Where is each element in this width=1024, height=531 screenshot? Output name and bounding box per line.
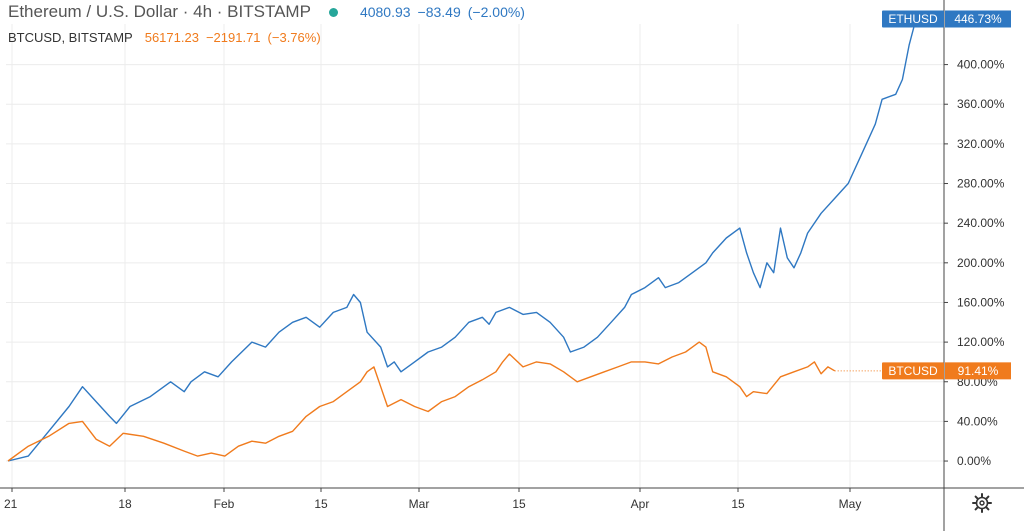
main-change: −83.49: [417, 4, 461, 20]
main-symbol-legend[interactable]: Ethereum / U.S. Dollar · 4h · BITSTAMP 4…: [8, 0, 525, 24]
chart-legend: Ethereum / U.S. Dollar · 4h · BITSTAMP 4…: [8, 0, 525, 50]
compare-change: −2191.71: [205, 29, 261, 45]
x-tick-label: 15: [731, 497, 745, 511]
y-tick-label: 400.00%: [957, 58, 1005, 72]
series-line-btcusd[interactable]: [7, 341, 836, 462]
main-change-pct: (−2.00%): [467, 4, 525, 20]
compare-symbol-legend[interactable]: BTCUSD, BITSTAMP 56171.23 −2191.71 (−3.76%…: [8, 24, 525, 50]
y-tick-label: 280.00%: [957, 177, 1005, 191]
x-tick-label: 21: [4, 497, 18, 511]
y-tick-label: 0.00%: [957, 454, 991, 468]
x-tick-label: May: [839, 497, 862, 511]
x-tick-label: Feb: [214, 497, 235, 511]
x-tick-label: 15: [314, 497, 328, 511]
y-tick-label: 360.00%: [957, 97, 1005, 111]
series-name-label: ETHUSD: [888, 12, 938, 26]
x-tick-label: Apr: [631, 497, 650, 511]
compare-symbol-values: 56171.23 −2191.71 (−3.76%): [145, 30, 321, 45]
y-tick-label: 40.00%: [957, 414, 998, 428]
grid-layer: [6, 24, 944, 488]
x-tick-label: 18: [118, 497, 132, 511]
x-tick-label: 15: [512, 497, 526, 511]
series-name-label: BTCUSD: [888, 364, 938, 378]
series-line-ethusd[interactable]: [7, 18, 917, 462]
y-tick-label: 160.00%: [957, 295, 1005, 309]
y-tick-label: 240.00%: [957, 216, 1005, 230]
series-last-value-label: 446.73%: [954, 12, 1002, 26]
series-value-tag-ethusd: [945, 10, 1011, 28]
main-symbol-values: 4080.93 −83.49 (−2.00%): [360, 4, 525, 20]
compare-last-price: 56171.23: [144, 29, 199, 45]
series-name-tag-btcusd: [882, 362, 944, 380]
main-symbol-title: Ethereum / U.S. Dollar · 4h · BITSTAMP: [8, 2, 311, 21]
main-last-price: 4080.93: [359, 4, 411, 20]
series-layer: [7, 18, 944, 462]
compare-change-pct: (−3.76%): [267, 29, 321, 45]
series-value-tag-btcusd: [945, 362, 1011, 380]
chart-settings-button[interactable]: [972, 493, 992, 513]
time-scale[interactable]: 21 18 Feb 15 Mar 15 Apr 15 May: [0, 487, 1024, 511]
series-last-value-label: 91.41%: [958, 364, 999, 378]
y-tick-label: 320.00%: [957, 137, 1005, 151]
x-tick-label: Mar: [409, 497, 430, 511]
y-tick-label: 120.00%: [957, 335, 1005, 349]
series-name-tag-ethusd: [882, 10, 944, 28]
price-scale[interactable]: 0.00%40.00%80.00%120.00%160.00%200.00%24…: [943, 0, 1005, 531]
market-status-dot-icon: [328, 7, 338, 17]
gear-icon: [972, 493, 992, 513]
last-value-tags: ETHUSD 446.73% BTCUSD 91.41%: [882, 10, 1011, 380]
y-tick-label: 200.00%: [957, 256, 1005, 270]
compare-symbol-title: BTCUSD, BITSTAMP: [8, 29, 133, 45]
